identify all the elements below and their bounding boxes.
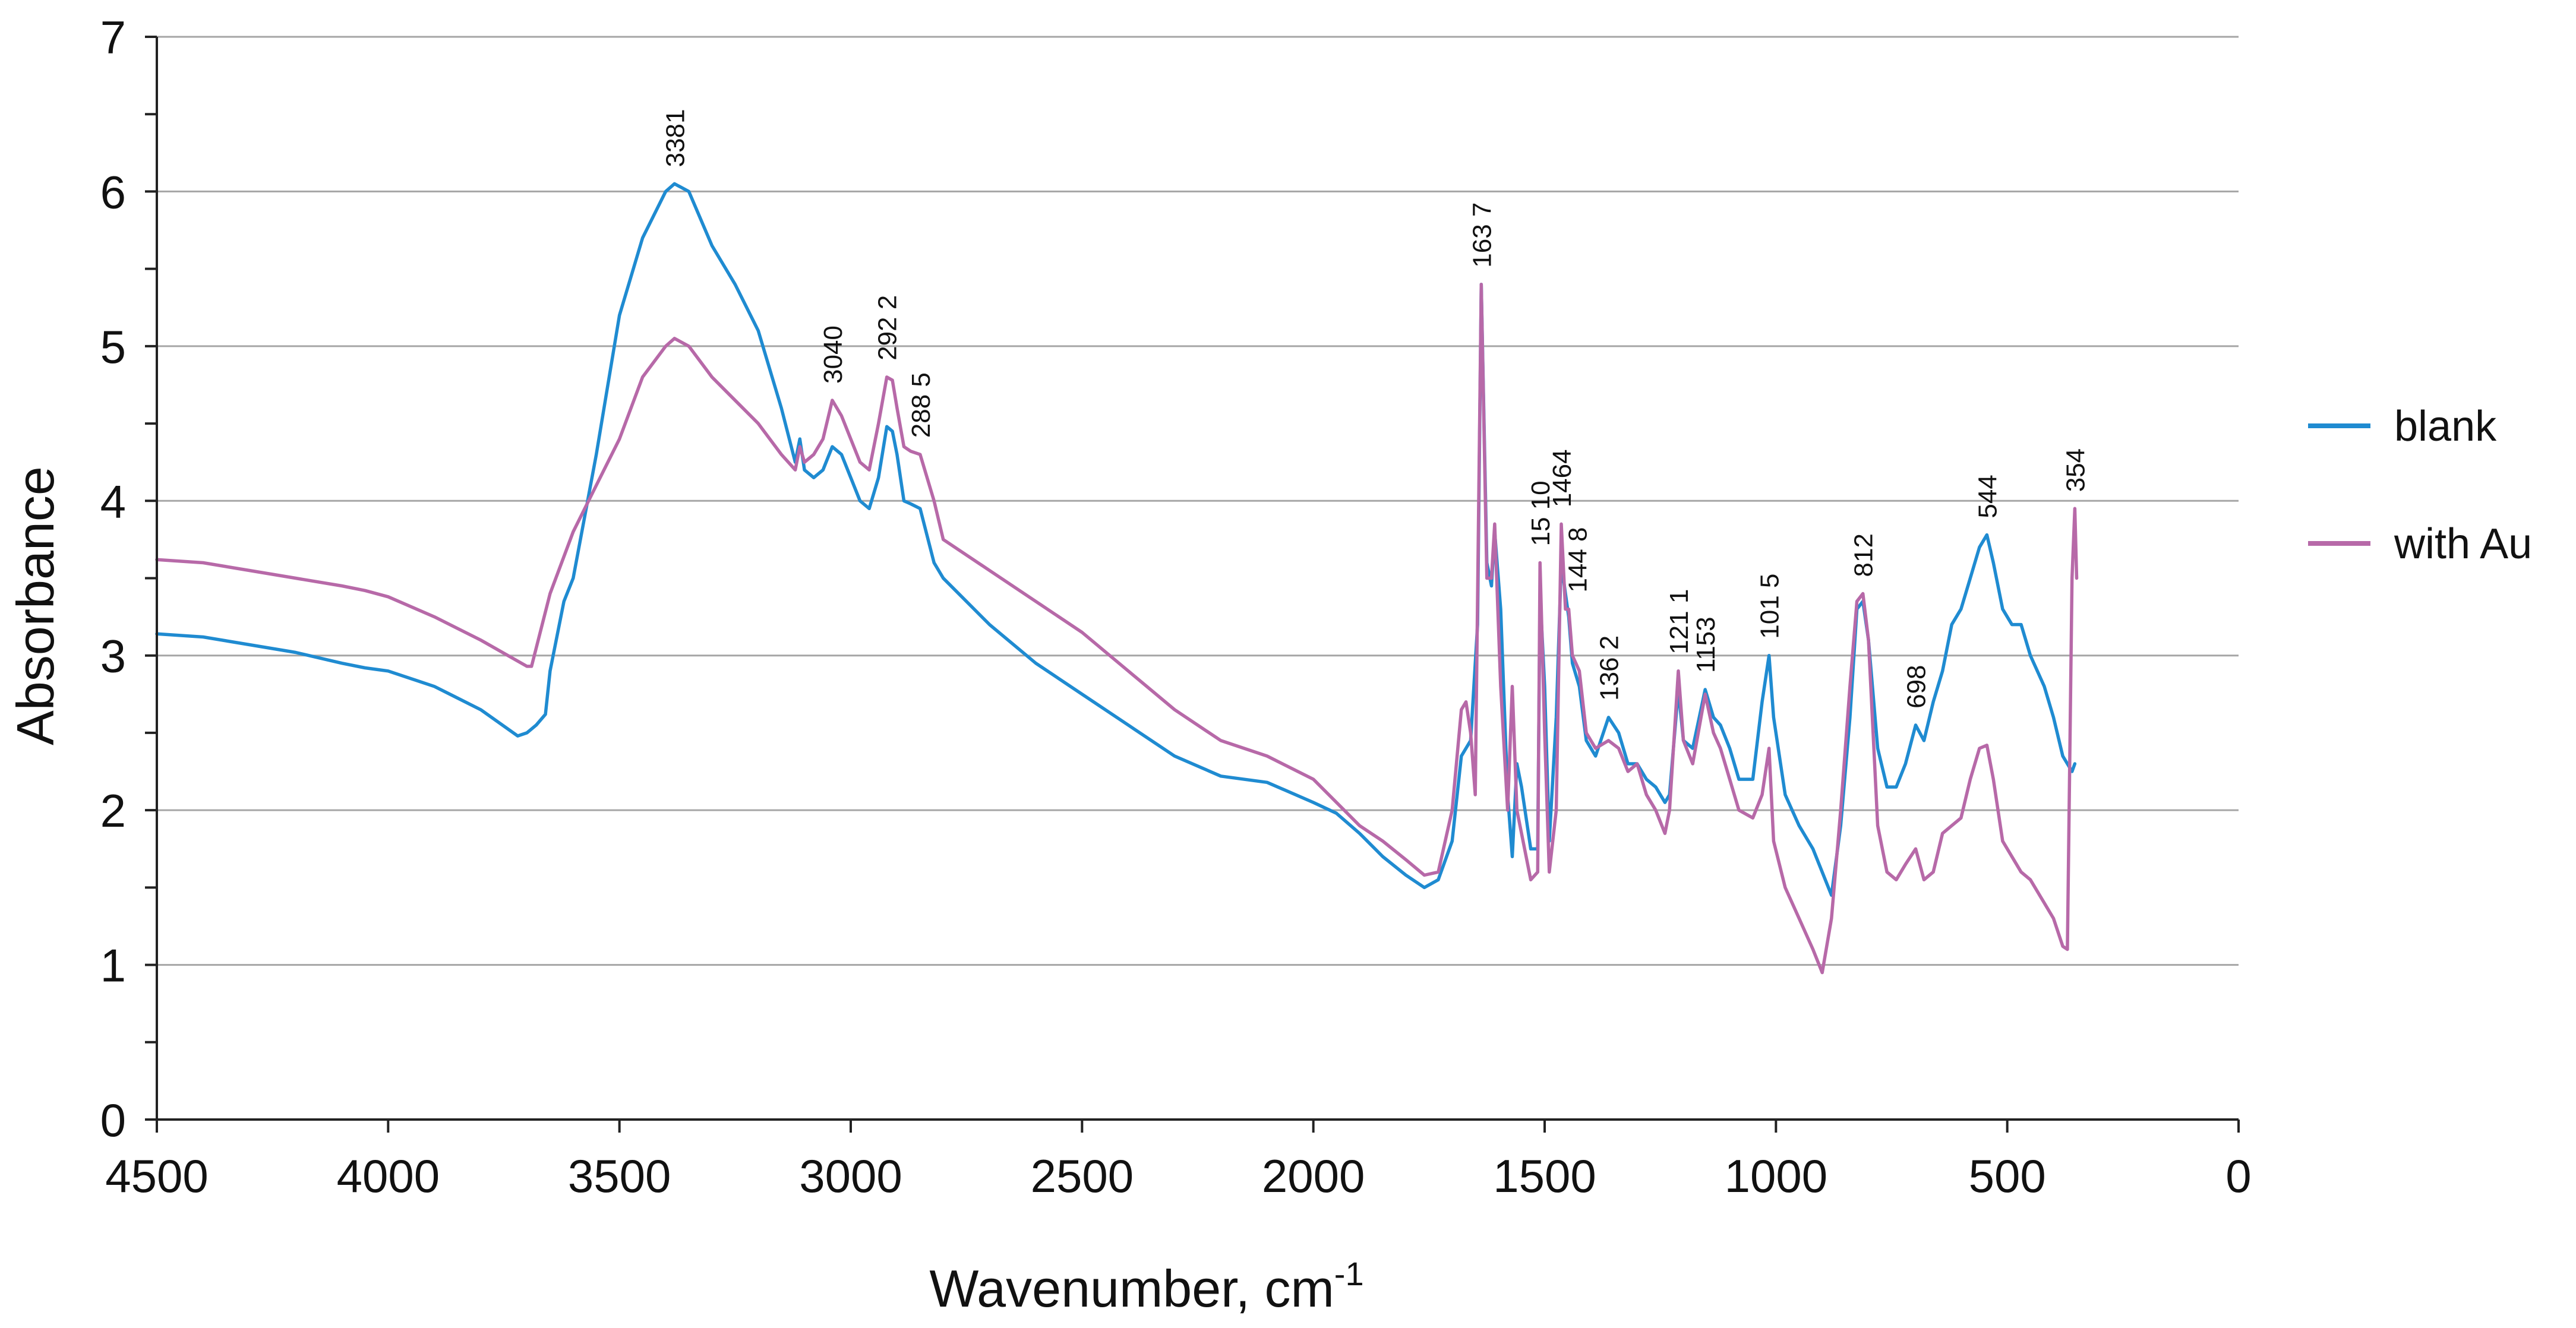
x-tick-label: 2500 [1031,1150,1134,1202]
peak-label: 544 [1973,475,2002,518]
axes: 0 1 2 3 4 5 6 7 4500 4000 3500 3000 2500 2000 1500 1000… [100,11,2252,1202]
legend-label-with-au: with Au [2394,520,2532,568]
x-tick-label: 1500 [1493,1150,1596,1202]
series-line-blank [155,182,2077,897]
x-tick-label: 3500 [568,1150,671,1202]
peak-label: 698 [1902,665,1931,708]
x-axis-title: Wavenumber, cm-1 [929,1255,1363,1318]
y-tick-label: 6 [100,166,126,218]
peak-label: 288 5 [907,372,936,438]
peak-label: 3381 [661,109,690,167]
legend: blank with Au [2308,403,2532,568]
y-axis-title: Absorbance [6,466,65,745]
y-tick-label: 2 [100,785,126,837]
x-tick-label: 4000 [337,1150,440,1202]
peak-label: 292 2 [873,295,902,361]
y-tick-label: 3 [100,630,126,682]
x-tick-label: 2000 [1262,1150,1365,1202]
peak-label: 1464 [1548,449,1577,507]
peak-label: 101 5 [1756,574,1785,639]
peak-label: 354 [2061,448,2090,492]
x-axis-title-superscript: -1 [1334,1255,1364,1292]
y-tick-label: 1 [100,940,126,992]
x-axis-title-text: Wavenumber, cm [929,1259,1334,1318]
x-tick-label: 1000 [1725,1150,1828,1202]
series-lines [155,182,2079,975]
y-tick-label: 7 [100,11,126,64]
legend-label-blank: blank [2394,403,2497,450]
peak-label: 163 7 [1467,203,1497,268]
peak-label: 121 1 [1665,589,1694,654]
gridlines [157,36,2239,966]
peak-label: 136 2 [1595,635,1624,701]
peak-label: 812 [1849,533,1879,577]
peak-label: 1153 [1691,616,1721,673]
y-tick-label: 4 [100,475,126,527]
x-tick-label: 0 [2225,1150,2251,1202]
y-tick-label: 0 [100,1094,126,1146]
series-line-with-au [155,282,2079,975]
peak-label: 3040 [819,325,848,384]
x-tick-label: 3000 [799,1150,902,1202]
peak-label: 144 8 [1564,527,1593,592]
x-tick-label: 4500 [105,1150,209,1202]
y-tick-label: 5 [100,321,126,373]
x-tick-label: 500 [1969,1150,2046,1202]
peak-label: 15 10 [1526,480,1555,546]
